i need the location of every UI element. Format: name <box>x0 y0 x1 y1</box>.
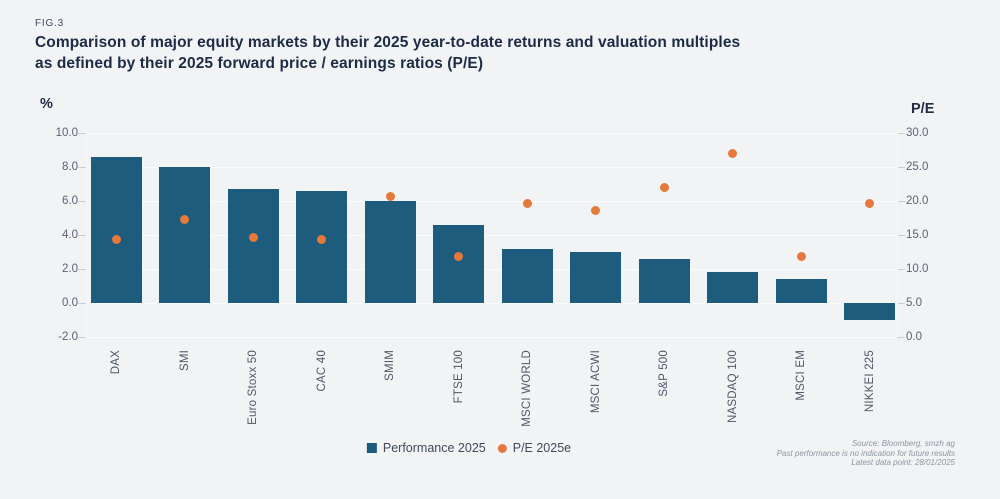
pe-dot-dax <box>111 234 121 244</box>
x-axis-label-s-p-500: S&P 500 <box>630 350 698 456</box>
legend-item-performance: Performance 2025 <box>366 441 486 455</box>
pe-dot-nasdaq-100 <box>728 148 737 158</box>
left-axis-tick-mark <box>78 166 86 168</box>
right-axis-tick-mark <box>897 200 905 202</box>
x-axis-label-text: CAC 40 <box>315 350 328 392</box>
legend-item-pe: P/E 2025e <box>497 441 572 455</box>
right-axis-tick-mark <box>897 132 905 134</box>
pe-dot-msci-world <box>522 198 532 208</box>
bar-dax <box>90 156 142 303</box>
x-axis-label-euro-stoxx-50: Euro Stoxx 50 <box>219 350 287 456</box>
pe-dot-ftse-100 <box>454 251 463 261</box>
left-axis-tick-mark <box>78 234 86 236</box>
left-axis-tick-label: 10.0 <box>55 127 78 139</box>
gridline <box>86 268 897 270</box>
left-axis-tick-label: -2.0 <box>58 331 78 343</box>
bar-nikkei-225 <box>844 303 895 320</box>
legend-label-performance: Performance 2025 <box>382 441 486 455</box>
x-axis-label-text: DAX <box>110 350 122 375</box>
right-axis-tick-mark <box>897 268 905 270</box>
left-axis-tick-mark <box>78 302 86 304</box>
x-axis-label-text: SMIM <box>384 350 396 381</box>
left-axis-tick-label: 0.0 <box>62 297 78 309</box>
left-axis-tick-mark <box>78 132 86 134</box>
x-axis-label-text: NIKKEI 225 <box>863 350 876 413</box>
plot-right-edge <box>897 133 898 337</box>
bar-smi <box>159 167 210 303</box>
right-axis-tick-mark <box>897 336 905 338</box>
right-axis-tick-label: 15.0 <box>906 229 929 241</box>
bar-cac-40 <box>296 190 347 303</box>
pe-dot-msci-em <box>796 251 806 261</box>
right-axis-tick-label: 5.0 <box>906 297 922 309</box>
right-axis-tick-label: 10.0 <box>906 263 929 275</box>
x-axis-label-smi: SMI <box>151 350 219 456</box>
bar-s-p-500 <box>638 258 690 303</box>
gridline <box>86 336 897 338</box>
pe-dot-cac-40 <box>317 234 326 244</box>
bar-msci-acwi <box>570 252 621 303</box>
left-axis-tick-mark <box>78 200 86 202</box>
pe-dot-s-p-500 <box>659 182 669 192</box>
gridline <box>86 234 897 236</box>
chart-title: Comparison of major equity markets by th… <box>35 32 740 74</box>
footer-line-disclaimer: Past performance is no indication for fu… <box>776 448 955 458</box>
x-axis-label-text: FTSE 100 <box>452 350 465 404</box>
source-note: Source: Bloomberg, smzh ag Past performa… <box>777 439 955 468</box>
left-axis-tick-label: 4.0 <box>62 229 78 241</box>
gridline <box>86 132 897 134</box>
pe-dot-smim <box>385 191 395 201</box>
right-axis-tick-label: 30.0 <box>906 127 929 139</box>
plot-left-edge <box>86 133 87 337</box>
x-axis-label-text: SMI <box>178 350 191 372</box>
figure-tag: FIG.3 <box>35 18 65 29</box>
x-axis-label-text: S&P 500 <box>658 350 670 397</box>
right-axis-tick-label: 0.0 <box>906 331 922 343</box>
bar-smim <box>364 201 416 303</box>
pe-dot-euro-stoxx-50 <box>248 233 258 243</box>
gridline <box>86 166 897 168</box>
right-axis-tick-mark <box>897 302 905 304</box>
right-axis-tick-mark <box>897 166 905 168</box>
x-axis-label-nasdaq-100: NASDAQ 100 <box>699 350 767 456</box>
left-axis-tick-mark <box>78 336 86 338</box>
left-axis-unit-label: % <box>40 96 53 112</box>
bar-euro-stoxx-50 <box>227 189 279 303</box>
pe-dot-msci-acwi <box>591 206 600 216</box>
x-axis-label-msci-acwi: MSCI ACWI <box>562 350 630 456</box>
left-axis-tick-label: 8.0 <box>62 161 78 173</box>
left-axis-tick-label: 6.0 <box>62 195 78 207</box>
gridline <box>86 302 897 304</box>
bar-msci-em <box>775 279 827 303</box>
pe-dot-smi <box>180 214 189 224</box>
chart-title-line-2: as defined by their 2025 forward price /… <box>35 55 484 72</box>
bar-msci-world <box>501 248 553 303</box>
footer-line-latest-data: Latest data point: 28/01/2025 <box>851 458 955 468</box>
x-axis-label-cac-40: CAC 40 <box>288 350 356 456</box>
chart-title-line-1: Comparison of major equity markets by th… <box>35 34 741 51</box>
right-axis-tick-label: 25.0 <box>906 161 929 173</box>
chart-legend: Performance 2025 P/E 2025e <box>366 441 572 455</box>
left-axis-tick-mark <box>78 268 86 270</box>
x-axis-label-text: MSCI WORLD <box>521 350 533 427</box>
footer-line-source: Source: Bloomberg, smzh ag <box>851 439 955 448</box>
legend-label-pe: P/E 2025e <box>512 441 572 455</box>
x-axis-label-text: NASDAQ 100 <box>726 350 739 423</box>
x-axis-label-text: Euro Stoxx 50 <box>247 350 259 425</box>
x-axis-label-text: MSCI EM <box>795 350 807 401</box>
right-axis-tick-label: 20.0 <box>906 195 929 207</box>
bar-ftse-100 <box>433 224 484 303</box>
bar-series-swatch-icon <box>366 443 377 453</box>
right-axis-tick-mark <box>897 234 905 236</box>
left-axis-tick-label: 2.0 <box>62 263 78 275</box>
right-axis-unit-label: P/E <box>911 101 935 117</box>
pe-dot-nikkei-225 <box>865 199 874 209</box>
x-axis-label-dax: DAX <box>82 350 150 456</box>
gridline <box>86 200 897 202</box>
x-axis-label-text: MSCI ACWI <box>589 350 602 414</box>
bar-nasdaq-100 <box>707 272 758 303</box>
pe-series-swatch-icon <box>497 443 507 453</box>
